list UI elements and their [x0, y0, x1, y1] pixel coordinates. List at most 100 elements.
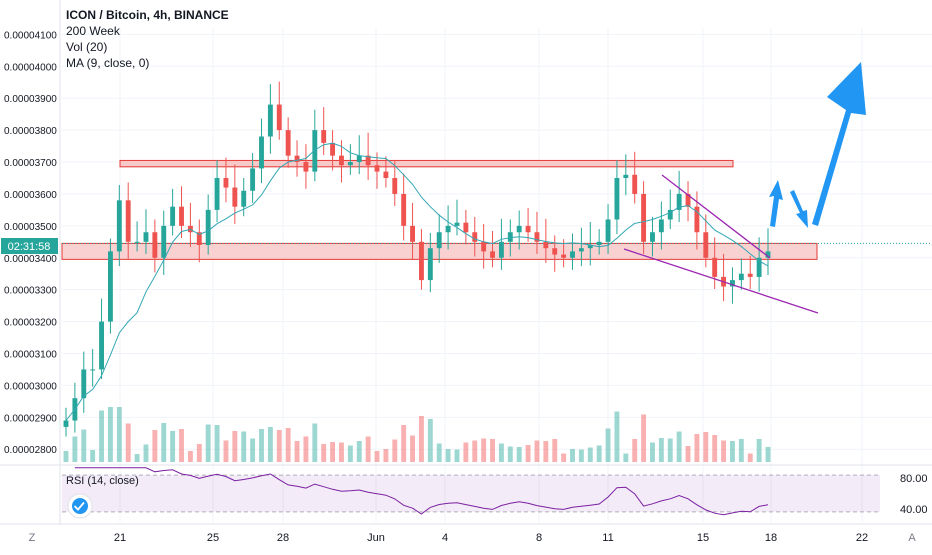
price-axis[interactable]: 0.00004100 0.00004000 0.00003900 0.00003800… — [4, 0, 61, 525]
volume-bars — [63, 407, 771, 462]
volume-bar — [418, 416, 424, 462]
wedge-upper-line — [661, 174, 771, 259]
candle-body — [90, 369, 96, 371]
candles — [63, 81, 771, 437]
price-tick-label: 0.00002900 — [4, 413, 57, 424]
price-tick-label: 0.00003600 — [4, 190, 57, 201]
volume-bar — [730, 441, 735, 462]
candle-body — [365, 155, 371, 166]
candle-body — [756, 257, 762, 277]
volume-bar — [694, 434, 700, 462]
candle-body — [738, 273, 744, 281]
volume-bar — [187, 451, 193, 462]
rsi-band — [62, 475, 880, 512]
volume-bar — [107, 407, 113, 462]
candle-body — [578, 248, 584, 252]
volume-bar — [445, 449, 451, 462]
volume-bar — [658, 438, 664, 462]
volume-bar — [392, 439, 398, 462]
candle-body — [623, 174, 629, 178]
volume-bar — [347, 445, 353, 462]
candle-body — [596, 241, 602, 245]
volume-bar — [534, 440, 540, 462]
volume-bar — [312, 423, 318, 462]
candle-body — [356, 155, 362, 163]
price-tick-label: 0.00003300 — [4, 286, 57, 297]
candle-body — [765, 251, 771, 258]
volume-bar — [116, 407, 122, 462]
wedge-lower-line — [623, 248, 819, 314]
candle-body — [63, 420, 69, 427]
candle-body — [232, 187, 238, 207]
price-tick-label: 0.00003400 — [4, 254, 57, 265]
volume-bar — [365, 436, 371, 462]
candle-body — [703, 232, 709, 258]
volume-bar — [738, 439, 744, 462]
candle-body — [81, 369, 87, 399]
time-tick-label: 8 — [536, 532, 542, 544]
volume-bar — [339, 442, 344, 462]
candle-body — [694, 206, 700, 233]
price-tick-label: 0.00003800 — [4, 126, 57, 137]
candle-body — [383, 171, 389, 178]
time-tick-label: 18 — [765, 532, 777, 544]
volume-bar — [267, 427, 273, 462]
volume-bar — [481, 438, 487, 462]
price-tick-label: 0.00003700 — [4, 158, 57, 169]
volume-bar — [587, 447, 593, 462]
candle-body — [427, 248, 433, 281]
candle-body — [250, 168, 256, 191]
candle-body — [392, 177, 398, 194]
candle-body — [410, 225, 416, 242]
candle-body — [463, 222, 469, 233]
candle-body — [614, 177, 620, 220]
volume-bar — [196, 444, 202, 462]
price-tick-label: 0.00003200 — [4, 318, 57, 329]
price-tick-label: 0.00003900 — [4, 94, 57, 105]
candle-body — [570, 251, 575, 258]
rsi-line — [74, 467, 769, 516]
auto-scale-button[interactable]: A — [908, 532, 916, 544]
volume-bar — [259, 429, 264, 462]
price-tick-label: 0.00003000 — [4, 381, 57, 392]
candle-body — [99, 321, 104, 370]
candle-body — [276, 104, 282, 131]
volume-bar — [596, 445, 602, 462]
candle-body — [552, 248, 558, 255]
volume-bar — [543, 441, 549, 462]
drawings — [623, 62, 866, 314]
indicator-ma[interactable]: MA (9, close, 0) — [66, 56, 149, 70]
volume-bar — [276, 430, 282, 462]
time-axis[interactable]: 21 25 28 Jun 4 8 11 15 18 22 — [0, 523, 932, 544]
volume-bar — [641, 414, 647, 462]
settings-gear-icon[interactable] — [67, 493, 93, 519]
volume-bar — [125, 423, 131, 462]
price-tick-label: 0.00004000 — [4, 62, 57, 73]
candle-body — [418, 241, 424, 281]
rsi-label[interactable]: RSI (14, close) — [66, 475, 139, 487]
candle-body — [347, 162, 353, 166]
indicator-volume[interactable]: Vol (20) — [66, 40, 107, 54]
candle-body — [641, 193, 647, 242]
time-tick-label: Jun — [367, 532, 385, 544]
volume-bar — [756, 439, 762, 462]
volume-bar — [170, 431, 176, 462]
ma-line-group — [65, 142, 769, 421]
candle-body — [321, 130, 327, 143]
volume-bar — [570, 449, 575, 462]
volume-bar — [223, 440, 229, 462]
indicator-200-week[interactable]: 200 Week — [66, 24, 121, 38]
candle-body — [125, 200, 131, 242]
volume-bar — [63, 451, 69, 462]
candle-body — [685, 193, 691, 207]
zoom-button[interactable]: Z — [29, 532, 36, 544]
candle-body — [587, 245, 593, 249]
volume-bar — [765, 447, 771, 462]
time-tick-label: 15 — [697, 532, 709, 544]
candle-body — [401, 193, 407, 226]
candle-body — [285, 130, 291, 156]
candle-body — [498, 241, 504, 258]
volume-bar — [490, 439, 495, 462]
candle-body — [481, 241, 487, 252]
volume-bar — [552, 439, 558, 462]
